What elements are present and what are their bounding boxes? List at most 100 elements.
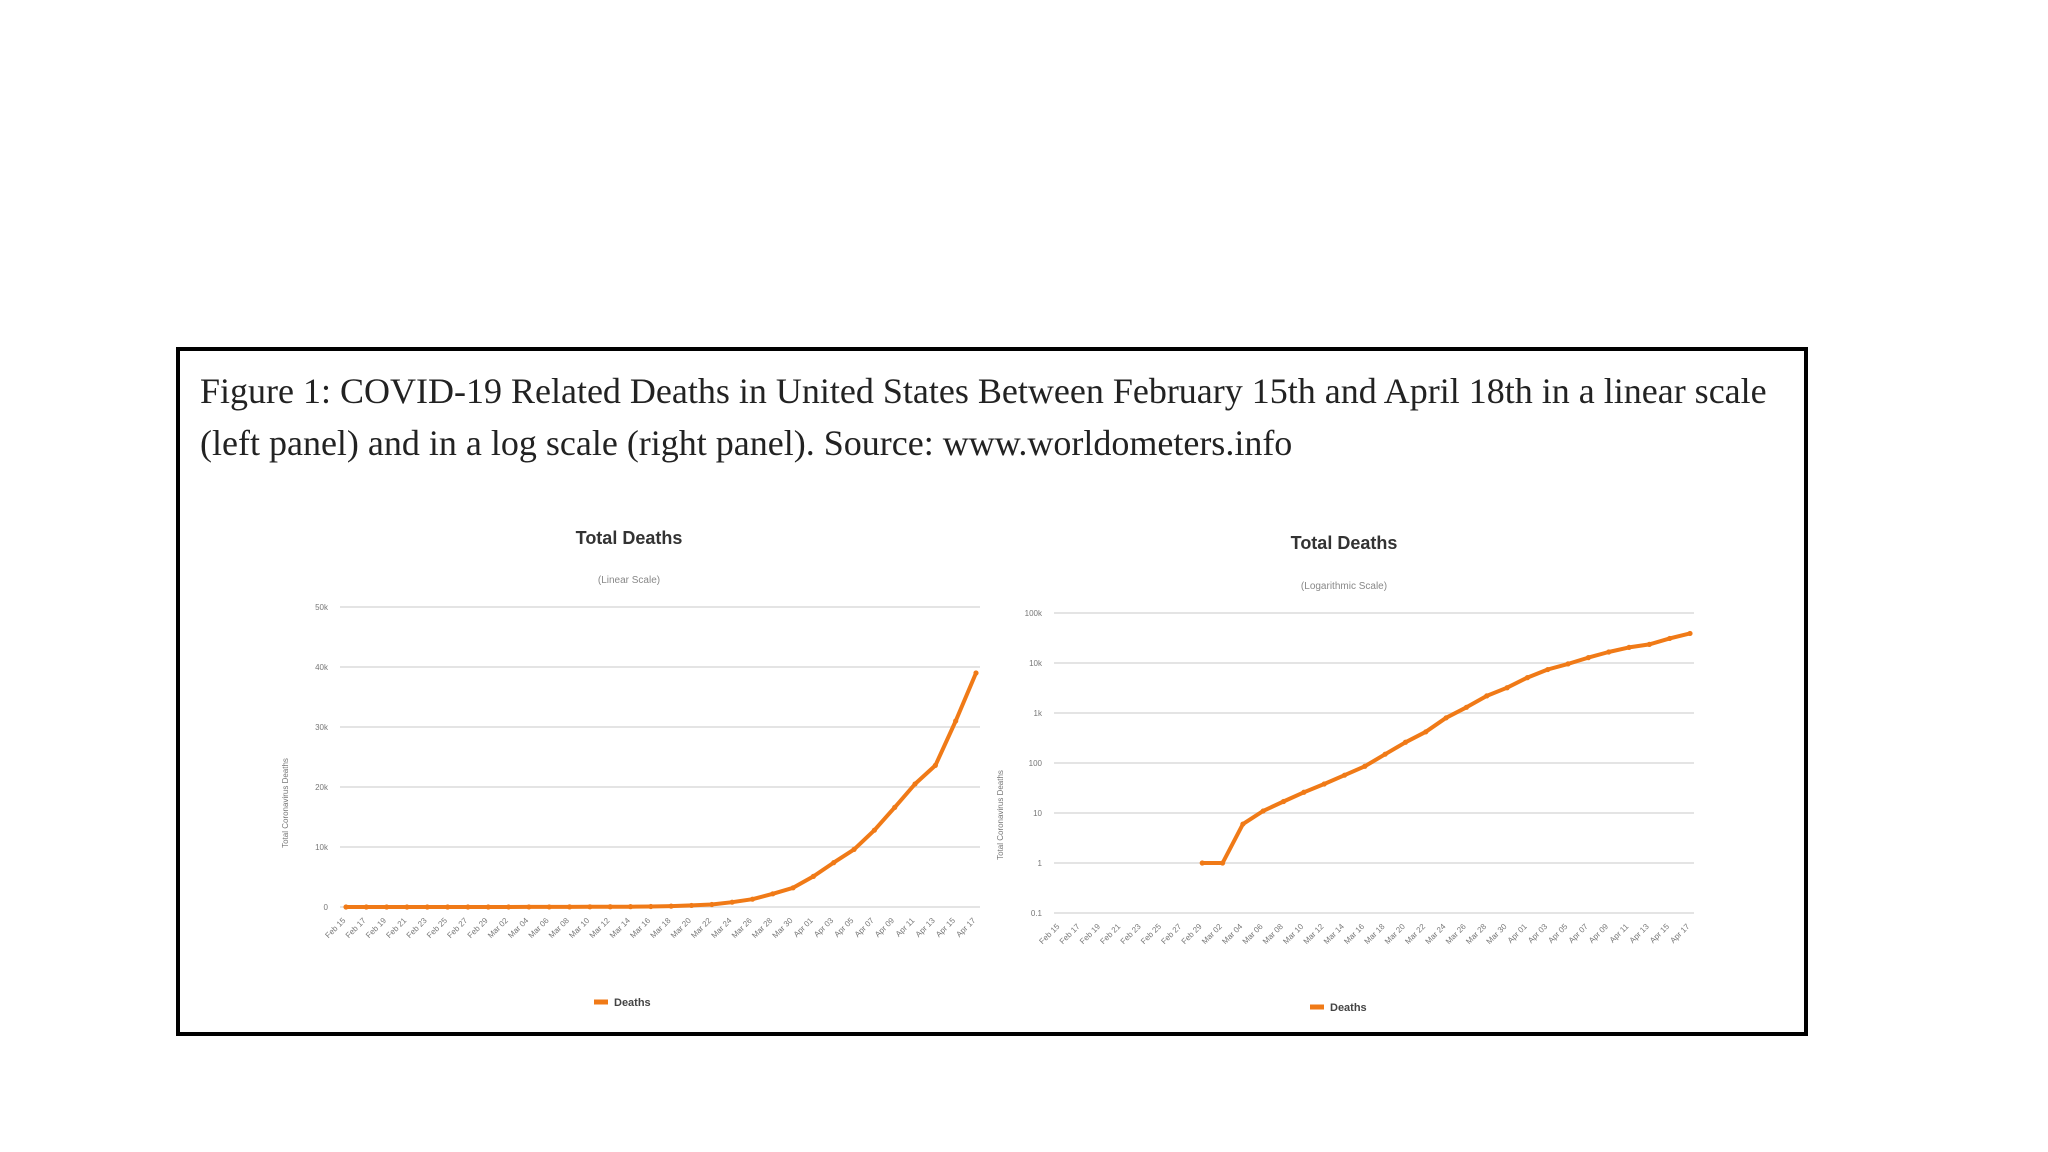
x-tick-label: Apr 11 <box>1608 922 1631 945</box>
x-tick-label: Apr 07 <box>1567 922 1590 945</box>
chart-title: Total Deaths <box>576 528 683 548</box>
y-tick-label: 0 <box>324 903 329 912</box>
series-line <box>344 671 978 909</box>
x-tick-label: Mar 02 <box>486 916 510 940</box>
x-tick-label: Feb 23 <box>405 916 429 940</box>
x-tick-label: Apr 17 <box>954 916 977 939</box>
legend: Deaths <box>1310 1002 1367 1014</box>
data-point <box>1504 685 1510 691</box>
data-point <box>648 903 654 910</box>
x-tick-label: Apr 03 <box>1526 922 1549 945</box>
data-point <box>1199 860 1205 866</box>
data-point <box>770 891 776 897</box>
y-tick-label: 10 <box>1033 809 1042 818</box>
y-tick-labels: 0 10k 20k 30k 40k 50k <box>315 603 329 912</box>
y-tick-label: 10k <box>315 843 329 852</box>
data-point <box>505 904 512 910</box>
x-tick-label: Apr 05 <box>1546 922 1569 945</box>
x-tick-label: Apr 01 <box>1506 922 1529 945</box>
x-tick-label: Apr 01 <box>792 916 815 939</box>
x-tick-label: Mar 04 <box>1220 922 1244 946</box>
chart-panel-linear: Total Deaths (Linear Scale) Total Corona… <box>281 528 980 1009</box>
data-point <box>973 670 979 676</box>
data-point <box>912 781 918 787</box>
x-tick-label: Mar 10 <box>567 916 591 940</box>
x-tick-label: Mar 16 <box>1342 922 1366 946</box>
y-tick-label: 1k <box>1034 709 1043 718</box>
data-point <box>485 904 491 910</box>
data-point <box>1240 821 1246 827</box>
y-tick-label: 10k <box>1029 659 1043 668</box>
data-point <box>1260 808 1266 814</box>
x-tick-label: Apr 13 <box>914 916 937 939</box>
y-tick-label: 100k <box>1025 609 1043 618</box>
figure-frame: Figure 1: COVID-19 Related Deaths in Uni… <box>176 347 1808 1036</box>
x-tick-label: Apr 07 <box>853 916 876 939</box>
x-tick-label: Apr 15 <box>1648 922 1671 945</box>
x-tick-label: Mar 26 <box>730 916 754 940</box>
x-tick-label: Feb 29 <box>1180 922 1204 946</box>
x-tick-label: Mar 16 <box>628 916 652 940</box>
y-tick-label: 1 <box>1038 859 1043 868</box>
x-tick-label: Feb 17 <box>1058 922 1082 946</box>
x-tick-label: Feb 25 <box>1139 922 1163 946</box>
data-point <box>1565 661 1571 667</box>
x-tick-label: Mar 22 <box>689 916 713 940</box>
data-point <box>424 904 430 910</box>
y-tick-label: 0.1 <box>1031 909 1043 918</box>
chart-title: Total Deaths <box>1291 533 1398 553</box>
data-point <box>363 904 369 910</box>
x-tick-label: Apr 05 <box>832 916 855 939</box>
x-tick-label: Mar 08 <box>547 916 571 940</box>
data-point <box>1646 641 1652 647</box>
data-point <box>343 904 349 910</box>
data-point <box>729 899 735 905</box>
x-tick-label: Feb 21 <box>1098 922 1122 946</box>
data-point <box>851 846 857 852</box>
data-point <box>1667 635 1673 642</box>
x-tick-label: Apr 09 <box>1587 922 1610 945</box>
x-tick-label: Feb 15 <box>323 916 347 940</box>
data-point <box>546 904 552 910</box>
data-point <box>892 804 898 810</box>
data-point <box>1362 763 1368 769</box>
data-point <box>1687 630 1693 637</box>
legend-label: Deaths <box>614 997 651 1009</box>
x-tick-label: Feb 15 <box>1037 922 1061 946</box>
x-tick-label: Mar 12 <box>588 916 612 940</box>
x-tick-label: Mar 26 <box>1444 922 1468 946</box>
data-point <box>810 873 817 880</box>
y-tick-label: 40k <box>315 663 329 672</box>
series-lines <box>1199 630 1693 866</box>
data-point <box>871 827 877 833</box>
x-tick-label: Apr 15 <box>934 916 957 939</box>
data-point <box>526 904 532 910</box>
grid-lines <box>340 606 980 908</box>
chart-subtitle: (Logarithmic Scale) <box>1301 581 1387 592</box>
data-point <box>465 904 471 910</box>
data-point <box>1545 666 1551 673</box>
x-tick-label: Mar 02 <box>1200 922 1224 946</box>
data-point <box>1219 860 1226 866</box>
data-point <box>445 904 451 910</box>
data-point <box>932 762 938 768</box>
data-point <box>668 903 674 909</box>
x-tick-label: Feb 17 <box>344 916 368 940</box>
legend: Deaths <box>594 997 651 1009</box>
data-point <box>1606 649 1612 655</box>
x-tick-label: Mar 20 <box>1383 922 1407 946</box>
x-tick-label: Mar 30 <box>771 916 795 940</box>
x-tick-label: Feb 23 <box>1119 922 1143 946</box>
y-tick-label: 100 <box>1029 759 1043 768</box>
x-tick-label: Feb 27 <box>1159 922 1183 946</box>
x-tick-label: Mar 10 <box>1281 922 1305 946</box>
data-point <box>1585 655 1591 661</box>
data-point <box>831 860 837 866</box>
x-tick-label: Mar 28 <box>750 916 774 940</box>
data-point <box>587 904 593 910</box>
x-tick-label: Mar 04 <box>506 916 530 940</box>
x-tick-label: Apr 03 <box>812 916 835 939</box>
x-tick-label: Feb 19 <box>364 916 388 940</box>
